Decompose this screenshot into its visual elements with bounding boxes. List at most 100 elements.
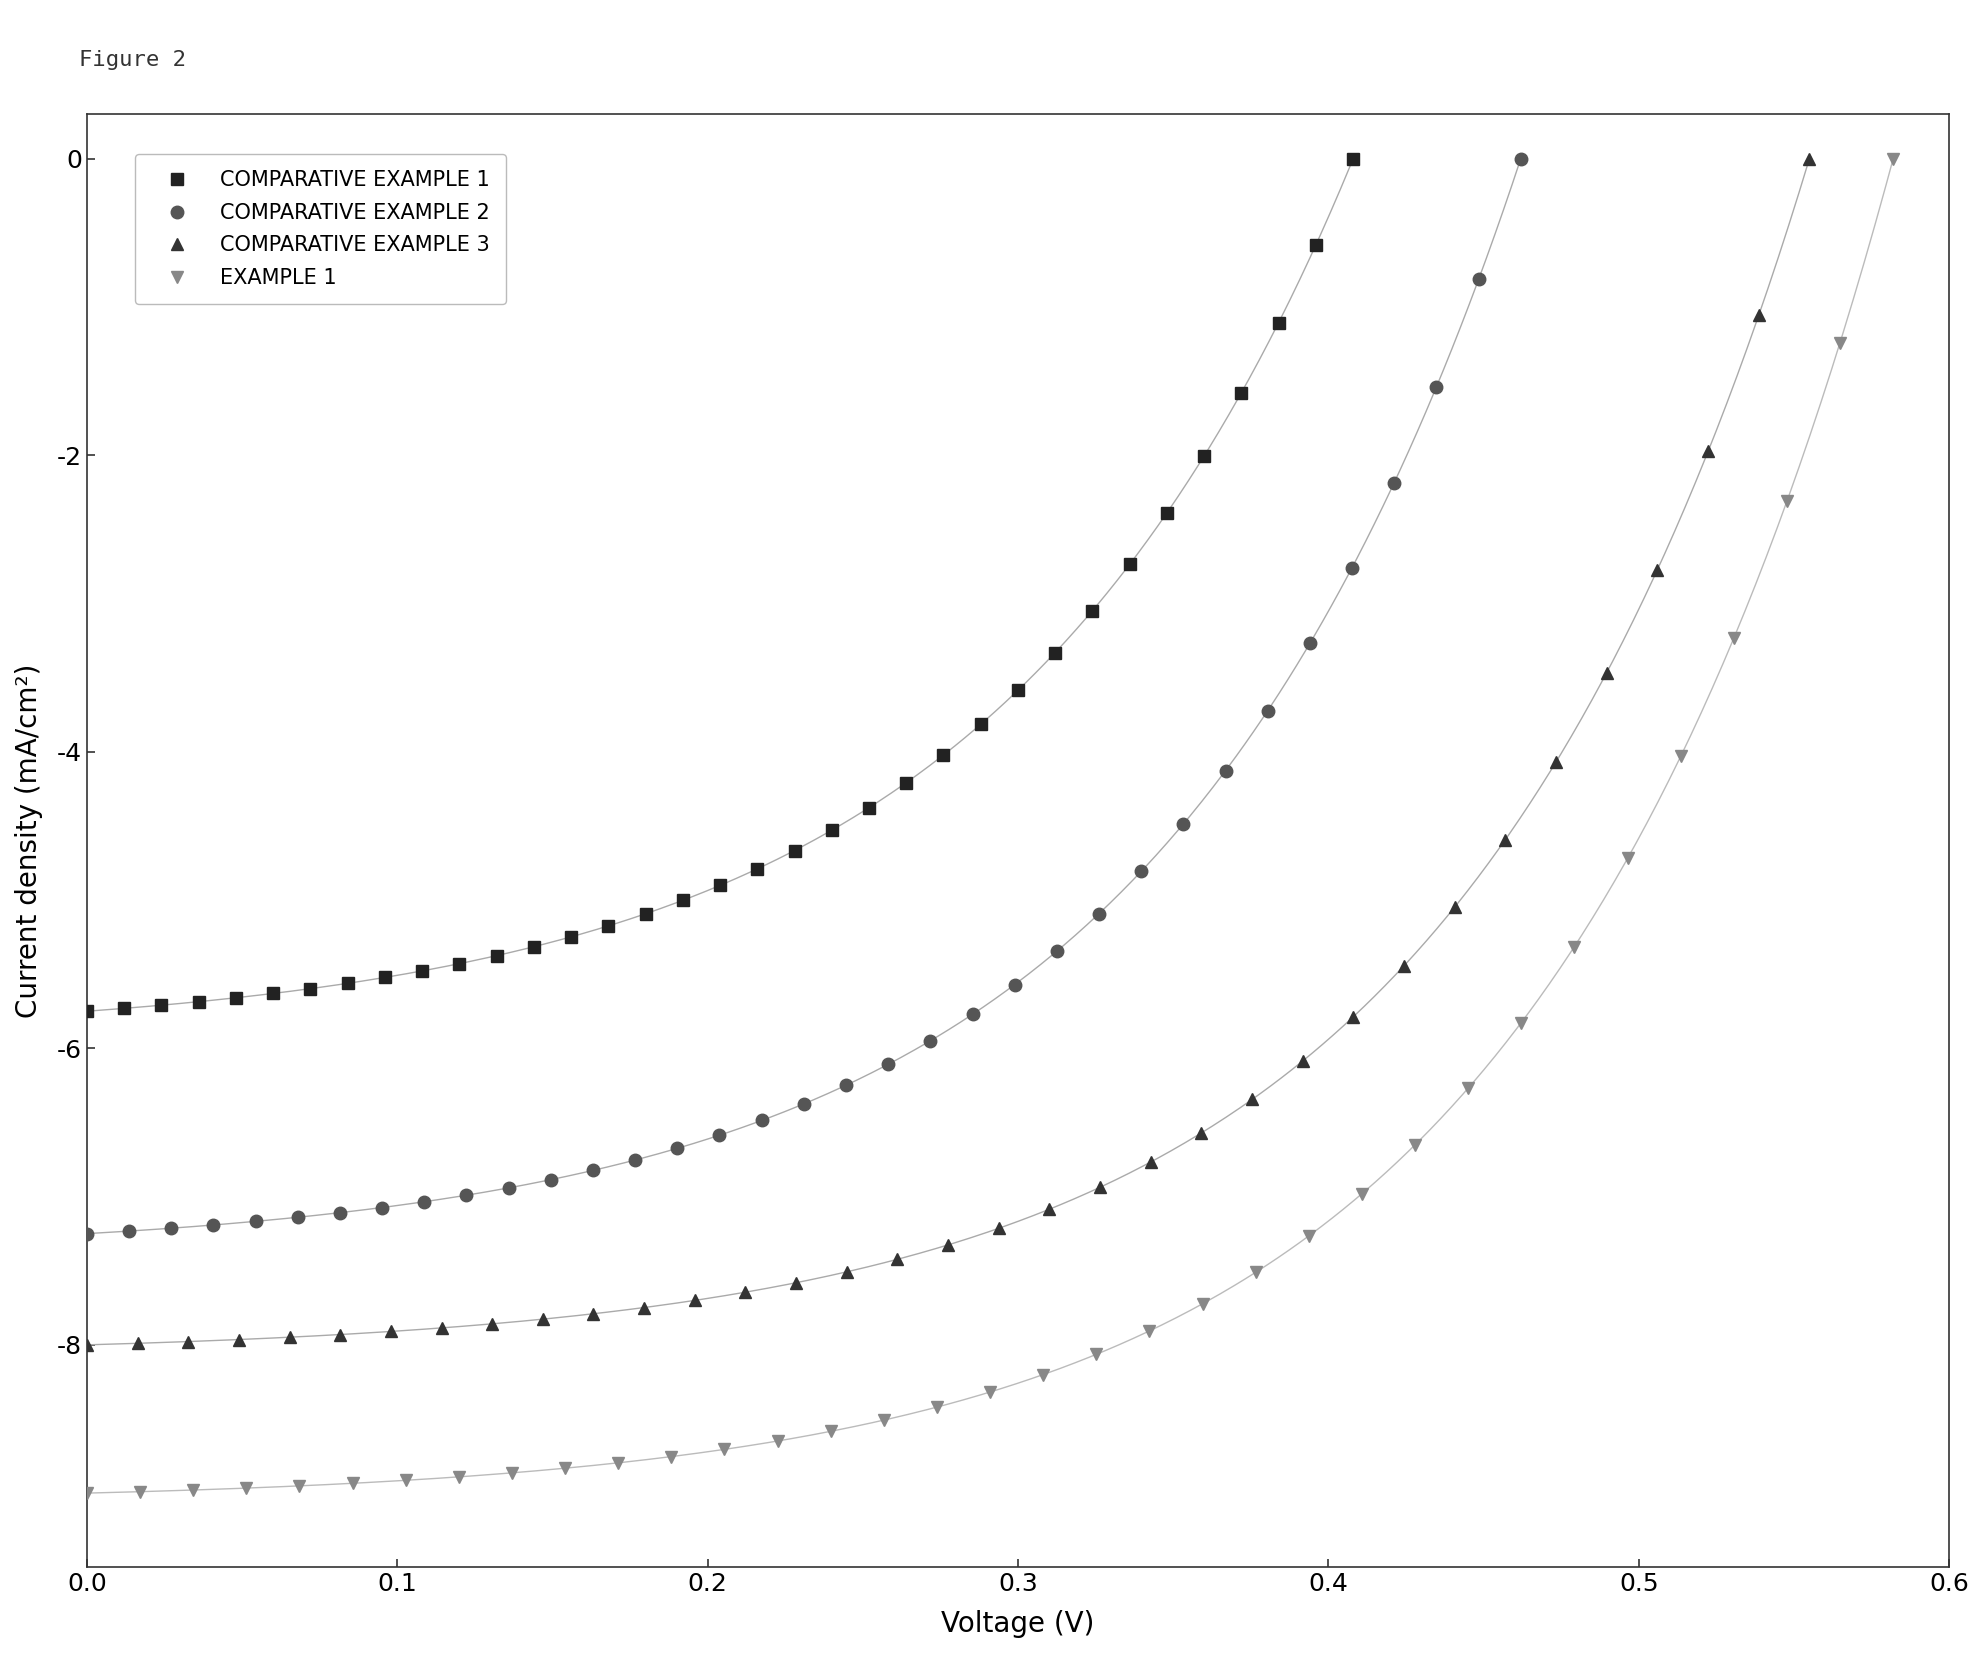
EXAMPLE 1 — [1563, 937, 1587, 957]
COMPARATIVE EXAMPLE 3 — [936, 1235, 960, 1255]
COMPARATIVE EXAMPLE 2 — [1298, 633, 1321, 653]
COMPARATIVE EXAMPLE 3 — [682, 1291, 706, 1311]
EXAMPLE 1 — [288, 1476, 311, 1496]
EXAMPLE 1 — [75, 1483, 99, 1503]
X-axis label: Voltage (V): Voltage (V) — [940, 1610, 1095, 1638]
COMPARATIVE EXAMPLE 3 — [278, 1327, 302, 1347]
COMPARATIVE EXAMPLE 2 — [1510, 149, 1534, 169]
COMPARATIVE EXAMPLE 1 — [782, 841, 806, 861]
COMPARATIVE EXAMPLE 2 — [1087, 904, 1111, 924]
EXAMPLE 1 — [1137, 1321, 1161, 1341]
COMPARATIVE EXAMPLE 2 — [1046, 941, 1069, 960]
EXAMPLE 1 — [341, 1473, 365, 1493]
COMPARATIVE EXAMPLE 1 — [1192, 446, 1216, 466]
COMPARATIVE EXAMPLE 3 — [1645, 560, 1669, 580]
EXAMPLE 1 — [1776, 491, 1799, 511]
COMPARATIVE EXAMPLE 2 — [581, 1160, 605, 1180]
EXAMPLE 1 — [1032, 1365, 1055, 1385]
COMPARATIVE EXAMPLE 1 — [298, 979, 321, 998]
COMPARATIVE EXAMPLE 3 — [379, 1321, 403, 1341]
EXAMPLE 1 — [1669, 747, 1692, 767]
COMPARATIVE EXAMPLE 2 — [833, 1076, 857, 1096]
COMPARATIVE EXAMPLE 3 — [1544, 752, 1567, 772]
EXAMPLE 1 — [129, 1481, 153, 1501]
COMPARATIVE EXAMPLE 1 — [1006, 681, 1030, 701]
EXAMPLE 1 — [1615, 848, 1639, 868]
COMPARATIVE EXAMPLE 1 — [1266, 312, 1290, 332]
COMPARATIVE EXAMPLE 2 — [371, 1197, 395, 1217]
COMPARATIVE EXAMPLE 1 — [708, 876, 732, 896]
EXAMPLE 1 — [1349, 1184, 1373, 1203]
COMPARATIVE EXAMPLE 3 — [986, 1218, 1010, 1238]
COMPARATIVE EXAMPLE 2 — [202, 1215, 226, 1235]
COMPARATIVE EXAMPLE 2 — [540, 1170, 563, 1190]
COMPARATIVE EXAMPLE 2 — [919, 1031, 942, 1051]
COMPARATIVE EXAMPLE 1 — [819, 820, 843, 840]
COMPARATIVE EXAMPLE 1 — [671, 891, 694, 911]
COMPARATIVE EXAMPLE 3 — [581, 1304, 605, 1324]
COMPARATIVE EXAMPLE 3 — [1798, 149, 1821, 169]
COMPARATIVE EXAMPLE 1 — [559, 927, 583, 947]
COMPARATIVE EXAMPLE 2 — [159, 1218, 183, 1238]
COMPARATIVE EXAMPLE 2 — [454, 1185, 478, 1205]
COMPARATIVE EXAMPLE 1 — [484, 946, 508, 965]
COMPARATIVE EXAMPLE 3 — [1442, 898, 1466, 917]
COMPARATIVE EXAMPLE 2 — [1214, 760, 1238, 780]
COMPARATIVE EXAMPLE 2 — [117, 1222, 141, 1241]
EXAMPLE 1 — [978, 1382, 1002, 1402]
COMPARATIVE EXAMPLE 1 — [262, 984, 286, 1003]
COMPARATIVE EXAMPLE 3 — [1494, 830, 1518, 850]
Line: COMPARATIVE EXAMPLE 3: COMPARATIVE EXAMPLE 3 — [81, 152, 1815, 1351]
EXAMPLE 1 — [1722, 628, 1746, 648]
EXAMPLE 1 — [819, 1422, 843, 1441]
EXAMPLE 1 — [712, 1440, 736, 1460]
EXAMPLE 1 — [871, 1410, 895, 1430]
COMPARATIVE EXAMPLE 2 — [1383, 473, 1407, 493]
EXAMPLE 1 — [234, 1478, 258, 1498]
COMPARATIVE EXAMPLE 2 — [1256, 701, 1280, 721]
EXAMPLE 1 — [1510, 1013, 1534, 1033]
COMPARATIVE EXAMPLE 3 — [532, 1309, 556, 1329]
COMPARATIVE EXAMPLE 3 — [75, 1336, 99, 1355]
COMPARATIVE EXAMPLE 2 — [877, 1055, 901, 1074]
EXAMPLE 1 — [659, 1446, 682, 1466]
Legend: COMPARATIVE EXAMPLE 1, COMPARATIVE EXAMPLE 2, COMPARATIVE EXAMPLE 3, EXAMPLE 1: COMPARATIVE EXAMPLE 1, COMPARATIVE EXAMP… — [135, 154, 506, 304]
Y-axis label: Current density (mA/cm²): Current density (mA/cm²) — [16, 663, 44, 1018]
COMPARATIVE EXAMPLE 1 — [857, 798, 881, 818]
COMPARATIVE EXAMPLE 3 — [1139, 1152, 1163, 1172]
COMPARATIVE EXAMPLE 3 — [1038, 1200, 1061, 1220]
EXAMPLE 1 — [181, 1479, 204, 1499]
COMPARATIVE EXAMPLE 2 — [960, 1005, 984, 1025]
COMPARATIVE EXAMPLE 2 — [1466, 269, 1490, 289]
COMPARATIVE EXAMPLE 1 — [1155, 503, 1178, 522]
COMPARATIVE EXAMPLE 2 — [413, 1192, 436, 1212]
COMPARATIVE EXAMPLE 3 — [1746, 306, 1770, 326]
COMPARATIVE EXAMPLE 2 — [1171, 813, 1194, 833]
COMPARATIVE EXAMPLE 1 — [335, 974, 359, 993]
COMPARATIVE EXAMPLE 1 — [597, 916, 621, 936]
COMPARATIVE EXAMPLE 2 — [327, 1203, 351, 1223]
COMPARATIVE EXAMPLE 3 — [327, 1324, 351, 1344]
EXAMPLE 1 — [554, 1458, 577, 1478]
COMPARATIVE EXAMPLE 1 — [932, 746, 956, 765]
COMPARATIVE EXAMPLE 2 — [792, 1094, 815, 1114]
COMPARATIVE EXAMPLE 2 — [244, 1212, 268, 1231]
COMPARATIVE EXAMPLE 1 — [373, 967, 397, 987]
COMPARATIVE EXAMPLE 3 — [431, 1317, 454, 1337]
COMPARATIVE EXAMPLE 3 — [177, 1332, 200, 1352]
COMPARATIVE EXAMPLE 1 — [149, 995, 173, 1015]
COMPARATIVE EXAMPLE 1 — [1303, 235, 1327, 255]
EXAMPLE 1 — [925, 1397, 948, 1417]
COMPARATIVE EXAMPLE 3 — [1087, 1177, 1111, 1197]
COMPARATIVE EXAMPLE 1 — [1341, 149, 1365, 169]
COMPARATIVE EXAMPLE 1 — [113, 998, 137, 1018]
COMPARATIVE EXAMPLE 1 — [1117, 554, 1141, 574]
COMPARATIVE EXAMPLE 3 — [633, 1298, 657, 1317]
COMPARATIVE EXAMPLE 2 — [496, 1179, 520, 1198]
COMPARATIVE EXAMPLE 1 — [1081, 600, 1105, 620]
COMPARATIVE EXAMPLE 3 — [1696, 441, 1720, 461]
COMPARATIVE EXAMPLE 1 — [1230, 383, 1254, 403]
COMPARATIVE EXAMPLE 3 — [734, 1283, 758, 1303]
COMPARATIVE EXAMPLE 2 — [750, 1111, 774, 1131]
COMPARATIVE EXAMPLE 3 — [885, 1250, 909, 1270]
